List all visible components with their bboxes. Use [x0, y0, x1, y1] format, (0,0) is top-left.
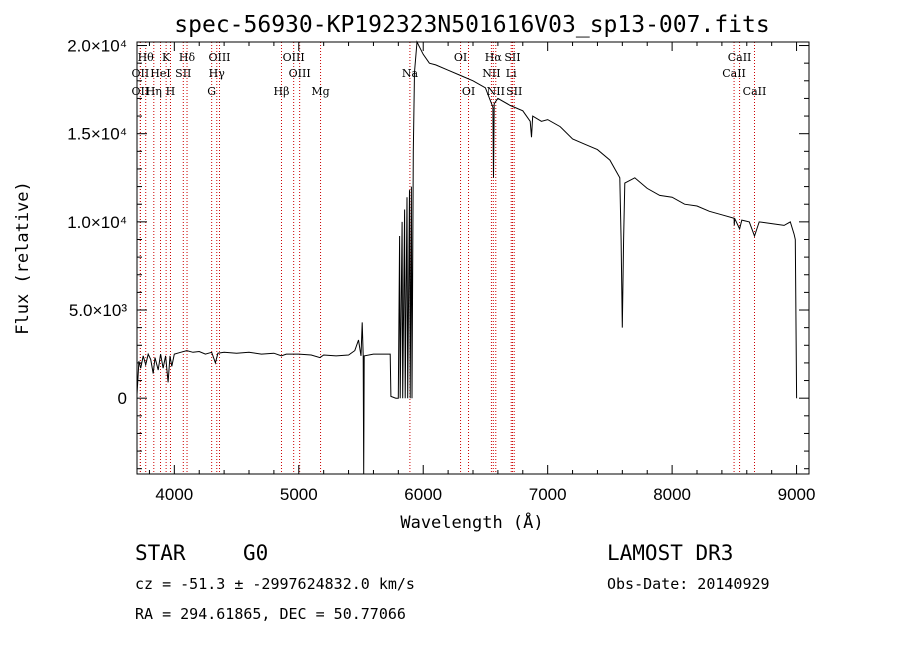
y-tick-label-3: 1.5×10⁴ [67, 125, 127, 144]
line-marker-label-25: CaII [722, 67, 746, 80]
line-marker-label-10: Hγ [209, 67, 226, 80]
line-marker-label-5: K [162, 51, 171, 64]
x-tick-label-5: 9000 [778, 485, 816, 504]
tick-labels: 4000 5000 6000 7000 8000 9000 0 5.0×10³ 1.0×10⁴ 1… [67, 37, 815, 504]
line-marker-label-7: SII [175, 67, 191, 80]
y-tick-label-2: 1.0×10⁴ [67, 213, 127, 232]
redshift-info: cz = -51.3 ± -2997624832.0 km/s [135, 575, 415, 593]
object-subclass: G0 [243, 541, 268, 565]
survey-label: LAMOST DR3 [607, 541, 733, 565]
line-marker-label-27: CaII [743, 85, 767, 98]
line-marker-label-3: Hη [146, 85, 162, 98]
x-tick-label-1: 5000 [280, 485, 318, 504]
line-marker-label-22: Li [506, 67, 517, 80]
line-marker-label-0: Hθ [138, 51, 155, 64]
y-tick-label-1: 5.0×10³ [69, 301, 127, 320]
line-marker-label-14: OIII [289, 67, 311, 80]
x-tick-label-0: 4000 [155, 485, 193, 504]
line-marker-label-12: Hβ [274, 85, 290, 98]
line-marker-label-18: OI [462, 85, 475, 98]
line-marker-label-20: Hα [485, 51, 503, 64]
line-marker-label-26: CaII [728, 51, 752, 64]
y-axis-label: Flux (relative) [13, 181, 33, 335]
spectral-line-labels: HθOIIOIIHηHeIKHSIIHδGHγOIIIHβOIIIOIIIMgN… [132, 51, 767, 98]
line-marker-label-8: Hδ [179, 51, 196, 64]
x-tick-label-3: 7000 [529, 485, 567, 504]
line-marker-label-4: HeI [150, 67, 170, 80]
line-marker-label-11: OIII [208, 51, 230, 64]
object-class: STAR [135, 541, 186, 565]
line-marker-label-15: Mg [311, 85, 329, 98]
line-marker-label-17: OI [454, 51, 467, 64]
line-marker-label-6: H [166, 85, 176, 98]
line-marker-label-24: SII [506, 85, 522, 98]
line-marker-label-16: Na [402, 67, 419, 80]
x-tick-label-2: 6000 [404, 485, 442, 504]
line-marker-label-9: G [207, 85, 216, 98]
y-tick-label-0: 0 [118, 389, 127, 408]
coordinates-info: RA = 294.61865, DEC = 50.77066 [135, 605, 406, 623]
line-marker-label-19: NII [482, 67, 500, 80]
obs-date: Obs-Date: 20140929 [607, 575, 770, 593]
x-tick-label-4: 8000 [653, 485, 691, 504]
line-marker-label-21: NII [487, 85, 505, 98]
line-marker-label-1: OII [132, 67, 150, 80]
y-tick-label-4: 2.0×10⁴ [67, 37, 127, 56]
line-marker-label-2: OII [132, 85, 150, 98]
spectrum-line [136, 40, 798, 475]
x-axis-label: Wavelength (Å) [400, 511, 543, 533]
chart-title: spec-56930-KP192323N501616V03_sp13-007.f… [174, 12, 769, 38]
line-marker-label-13: OIII [283, 51, 305, 64]
spectral-line-markers [139, 42, 755, 474]
axis-ticks [137, 42, 809, 474]
line-marker-label-23: SII [504, 51, 520, 64]
